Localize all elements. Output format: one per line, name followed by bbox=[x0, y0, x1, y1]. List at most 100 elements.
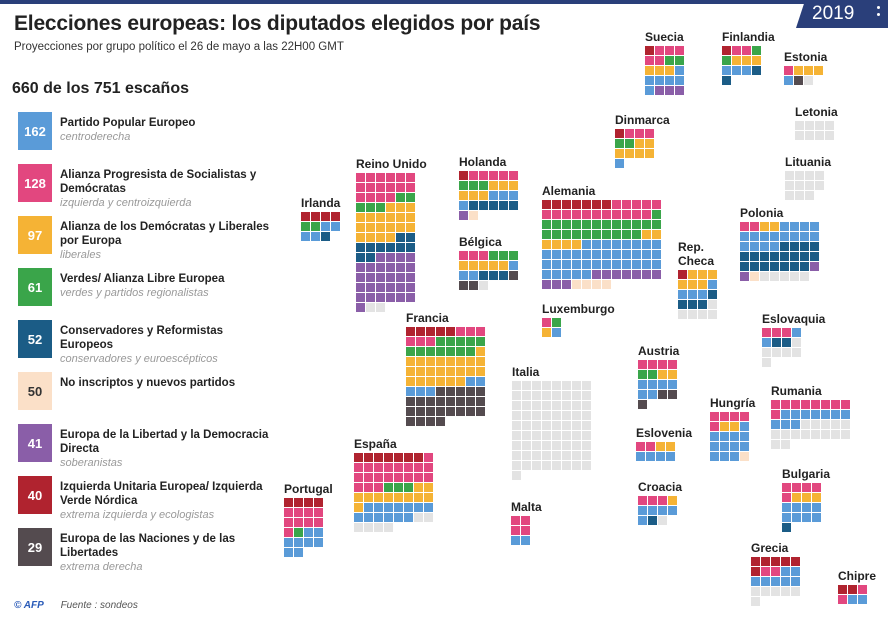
seat-cell bbox=[622, 260, 631, 269]
seat-cell bbox=[645, 46, 654, 55]
seat-cell bbox=[582, 250, 591, 259]
seat-cell bbox=[424, 453, 433, 462]
seat-cell bbox=[356, 173, 365, 182]
seat-cell bbox=[366, 183, 375, 192]
seat-cell bbox=[810, 252, 819, 261]
seat-cell bbox=[582, 280, 591, 289]
seat-cell bbox=[542, 328, 551, 337]
seat-cell bbox=[374, 513, 383, 522]
seat-cell bbox=[426, 397, 435, 406]
seat-cell bbox=[552, 328, 561, 337]
seat-grid bbox=[710, 412, 755, 461]
seat-cell bbox=[542, 381, 551, 390]
seat-cell bbox=[301, 232, 310, 241]
seat-cell bbox=[805, 181, 814, 190]
seat-cell bbox=[801, 400, 810, 409]
seat-cell bbox=[376, 253, 385, 262]
seat-cell bbox=[499, 201, 508, 210]
seat-cell bbox=[562, 210, 571, 219]
seat-cell bbox=[781, 557, 790, 566]
seat-cell bbox=[782, 483, 791, 492]
seat-cell bbox=[499, 261, 508, 270]
seat-cell bbox=[532, 411, 541, 420]
seat-cell bbox=[858, 595, 867, 604]
seat-cell bbox=[805, 191, 814, 200]
seat-cell bbox=[414, 483, 423, 492]
seat-cell bbox=[406, 253, 415, 262]
seat-cell bbox=[668, 380, 677, 389]
seat-cell bbox=[396, 193, 405, 202]
seat-cell bbox=[509, 251, 518, 260]
seat-cell bbox=[652, 220, 661, 229]
seat-cell bbox=[652, 200, 661, 209]
seat-cell bbox=[476, 397, 485, 406]
seat-cell bbox=[384, 463, 393, 472]
seat-cell bbox=[810, 222, 819, 231]
legend-label: Conservadores y Reformistas Europeos cons… bbox=[60, 324, 270, 366]
seat-cell bbox=[740, 262, 749, 271]
seat-cell bbox=[476, 357, 485, 366]
seat-cell bbox=[532, 381, 541, 390]
seat-cell bbox=[396, 233, 405, 242]
seat-cell bbox=[771, 567, 780, 576]
seat-cell bbox=[770, 262, 779, 271]
seat-cell bbox=[740, 432, 749, 441]
seat-cell bbox=[304, 538, 313, 547]
country-bulgaria: Bulgaria bbox=[782, 467, 830, 532]
seat-cell bbox=[376, 193, 385, 202]
seat-cell bbox=[479, 271, 488, 280]
seat-cell bbox=[552, 318, 561, 327]
seat-cell bbox=[406, 173, 415, 182]
legend-item: 128 Alianza Progresista de Socialistas y … bbox=[18, 164, 278, 216]
seat-cell bbox=[414, 513, 423, 522]
seat-cell bbox=[469, 191, 478, 200]
seat-cell bbox=[436, 367, 445, 376]
seat-cell bbox=[356, 253, 365, 262]
seat-cell bbox=[466, 327, 475, 336]
seat-cell bbox=[572, 431, 581, 440]
seat-cell bbox=[782, 493, 791, 502]
seat-cell bbox=[356, 223, 365, 232]
seat-cell bbox=[770, 272, 779, 281]
seat-cell bbox=[642, 230, 651, 239]
seat-cell bbox=[456, 357, 465, 366]
seat-cell bbox=[710, 432, 719, 441]
seat-cell bbox=[720, 422, 729, 431]
seat-cell bbox=[720, 432, 729, 441]
seat-cell bbox=[562, 421, 571, 430]
seat-cell bbox=[781, 587, 790, 596]
seat-cell bbox=[572, 230, 581, 239]
seat-cell bbox=[394, 483, 403, 492]
seat-cell bbox=[466, 407, 475, 416]
seat-cell bbox=[512, 431, 521, 440]
seat-grid bbox=[678, 270, 718, 319]
seat-cell bbox=[635, 149, 644, 158]
seat-cell bbox=[730, 422, 739, 431]
country-hungria: Hungría bbox=[710, 396, 755, 461]
seat-cell bbox=[771, 587, 780, 596]
seat-cell bbox=[562, 260, 571, 269]
seat-cell bbox=[602, 240, 611, 249]
seat-cell bbox=[801, 410, 810, 419]
seat-cell bbox=[424, 493, 433, 502]
seat-cell bbox=[424, 513, 433, 522]
seat-cell bbox=[416, 327, 425, 336]
seat-cell bbox=[552, 391, 561, 400]
seat-cell bbox=[812, 483, 821, 492]
seat-cell bbox=[374, 503, 383, 512]
country-francia: Francia bbox=[406, 311, 485, 426]
legend-swatch: 50 bbox=[18, 372, 52, 410]
seat-cell bbox=[742, 66, 751, 75]
seat-cell bbox=[720, 442, 729, 451]
seat-cell bbox=[668, 506, 677, 515]
seat-cell bbox=[456, 407, 465, 416]
seats-summary: 660 de los 751 escaños bbox=[12, 80, 189, 97]
seat-cell bbox=[376, 223, 385, 232]
seat-cell bbox=[459, 281, 468, 290]
seat-cell bbox=[509, 271, 518, 280]
seat-cell bbox=[795, 191, 804, 200]
seat-cell bbox=[511, 526, 520, 535]
seat-cell bbox=[331, 222, 340, 231]
seat-cell bbox=[582, 260, 591, 269]
country-label: Estonia bbox=[784, 50, 828, 64]
